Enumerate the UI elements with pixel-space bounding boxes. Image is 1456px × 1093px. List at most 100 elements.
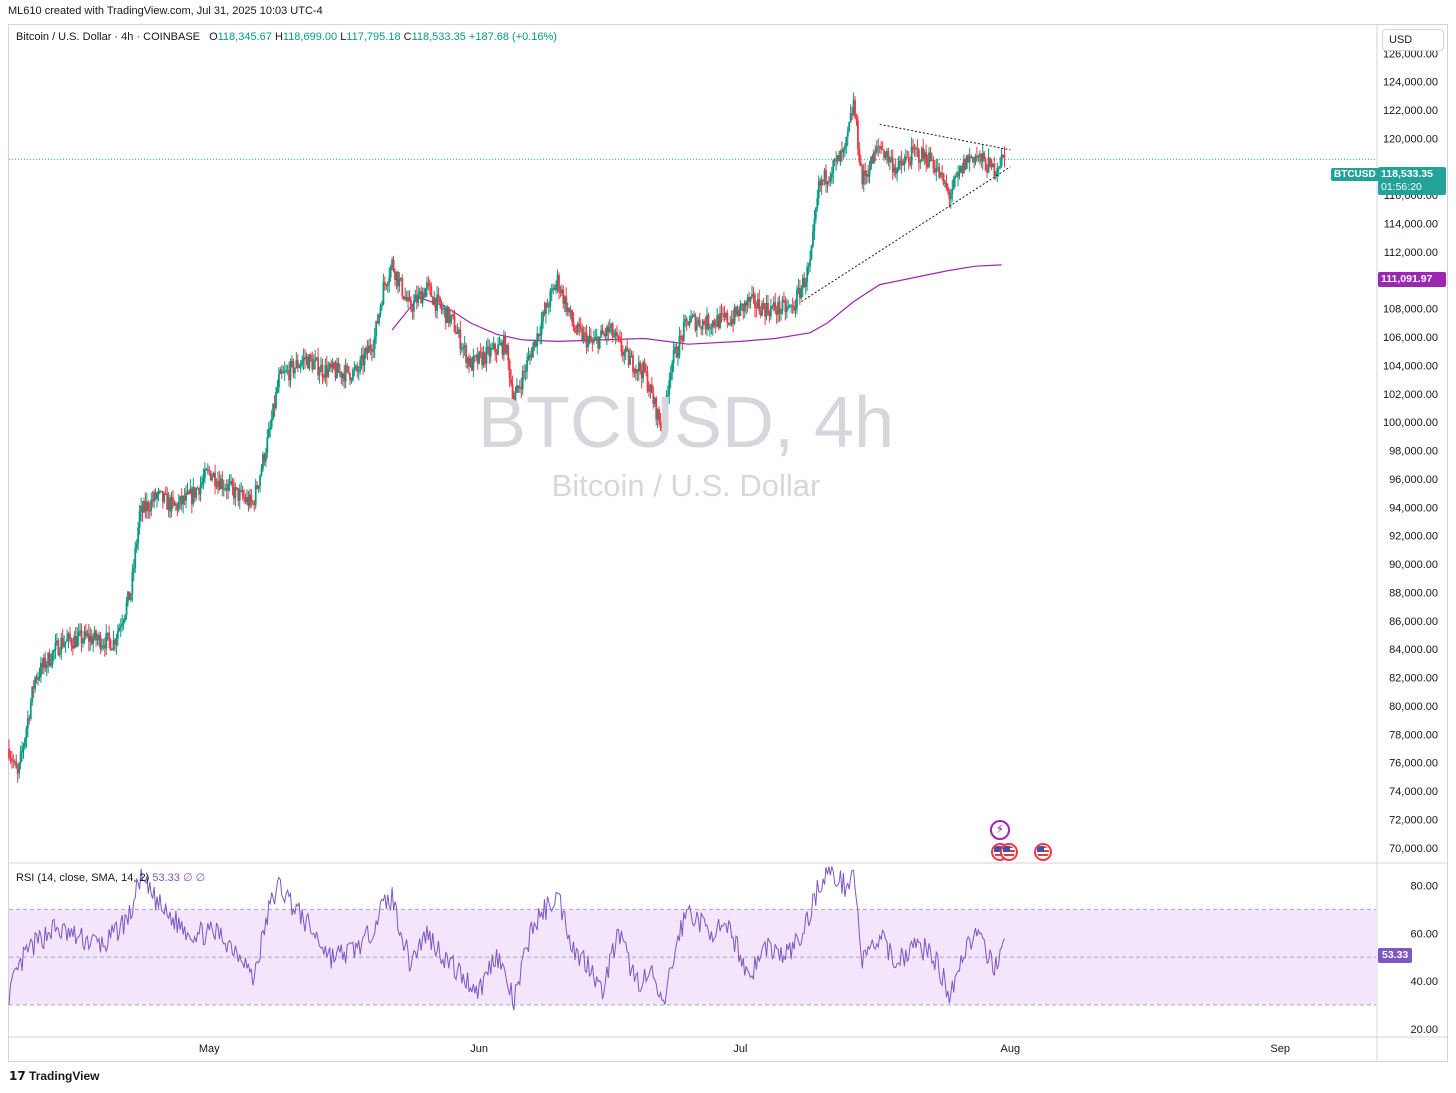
candle-body — [854, 100, 856, 118]
rsi-value-tag: 53.33 — [1378, 948, 1413, 963]
candle-body — [767, 303, 769, 312]
candle-body — [729, 322, 732, 325]
flash-event-icon[interactable]: ⚡ — [990, 820, 1010, 840]
legend-header[interactable]: Bitcoin / U.S. Dollar · 4h · COINBASE O1… — [16, 31, 557, 43]
candle-body — [288, 370, 290, 381]
rsi-title[interactable]: RSI (14, close, SMA, 14, 2) — [16, 872, 150, 884]
candle-body — [301, 360, 304, 365]
candle-body — [771, 306, 774, 308]
candle-body — [159, 490, 161, 492]
candle-body — [278, 373, 280, 388]
us-flag-event-icon[interactable] — [1034, 843, 1052, 861]
candle-body — [192, 487, 195, 504]
bar-countdown: 01:56:20 — [1381, 181, 1422, 193]
candle-body — [119, 626, 122, 628]
candle-body — [894, 167, 897, 174]
candle-body — [54, 642, 57, 651]
candle-body — [378, 313, 380, 324]
candle-body — [521, 371, 524, 390]
rsi-tick-label: 60.00 — [1410, 928, 1438, 940]
candle-body — [645, 371, 647, 373]
candle-body — [116, 631, 119, 639]
candle-body — [986, 170, 988, 173]
symbol-description[interactable]: Bitcoin / U.S. Dollar · 4h · COINBASE — [16, 31, 200, 43]
candle-body — [421, 292, 424, 304]
candle-body — [494, 343, 497, 353]
candle-body — [957, 171, 959, 177]
candle-body — [292, 360, 295, 374]
candle-body — [291, 360, 293, 362]
candle-body — [206, 469, 209, 471]
candle-body — [981, 152, 984, 162]
candle-body — [632, 355, 634, 372]
candle-body — [188, 491, 190, 494]
candle-body — [556, 274, 559, 285]
candle-body — [962, 159, 965, 173]
candle-body — [397, 271, 399, 287]
candle-body — [974, 156, 977, 163]
candle-body — [394, 270, 396, 280]
candle-body — [655, 398, 658, 420]
us-flag-event-icon[interactable] — [1000, 843, 1018, 861]
candle-body — [571, 310, 573, 322]
candle-body — [690, 316, 692, 323]
candle-body — [404, 297, 407, 300]
candle-body — [711, 320, 714, 328]
candle-body — [605, 326, 608, 336]
time-tick-label: May — [199, 1043, 220, 1055]
candle-body — [124, 615, 126, 621]
candle-body — [15, 761, 18, 769]
candle-body — [637, 362, 640, 372]
price-tick-label: 98,000.00 — [1389, 446, 1438, 458]
candle-body — [929, 152, 932, 161]
candle-body — [64, 641, 67, 644]
candle-body — [938, 167, 941, 178]
candle-body — [453, 316, 456, 332]
candle-body — [115, 638, 118, 645]
candle-body — [402, 295, 405, 300]
candle-body — [330, 363, 333, 368]
price-tick-label: 102,000.00 — [1383, 389, 1438, 401]
candle-body — [569, 310, 572, 313]
candle-body — [331, 362, 334, 368]
candle-body — [643, 362, 646, 372]
candle-body — [601, 330, 604, 335]
candle-body — [666, 394, 669, 397]
candle-body — [739, 304, 742, 316]
candle-body — [978, 154, 981, 156]
candle-body — [98, 635, 100, 640]
candle-body — [254, 485, 257, 506]
candle-body — [304, 357, 306, 360]
candle-body — [944, 182, 946, 184]
last-price-value: 118,533.35 — [1381, 168, 1433, 180]
candle-body — [706, 314, 708, 330]
candle-body — [530, 354, 533, 358]
candle-body — [428, 283, 431, 287]
candle-body — [534, 339, 537, 347]
candle-body — [523, 371, 526, 373]
candle-body — [125, 602, 128, 616]
candle-body — [222, 488, 225, 490]
candle-body — [736, 310, 739, 315]
candle-body — [77, 632, 80, 637]
candle-body — [272, 403, 275, 420]
high-value: 118,699.00 — [282, 31, 338, 43]
candle-body — [166, 493, 169, 510]
candle-body — [687, 321, 690, 326]
candle-body — [460, 348, 463, 350]
candle-body — [903, 160, 906, 166]
candle-body — [209, 471, 212, 481]
candle-body — [343, 373, 346, 382]
candle-body — [230, 480, 232, 483]
candle-body — [108, 632, 111, 640]
price-tick-label: 126,000.00 — [1383, 48, 1438, 60]
rsi-legend[interactable]: RSI (14, close, SMA, 14, 2) 53.33 ∅ ∅ — [16, 871, 205, 884]
candle-body — [783, 299, 785, 301]
low-value: 117,795.18 — [346, 31, 401, 43]
candle-body — [29, 702, 32, 719]
candle-body — [444, 308, 447, 324]
candle-body — [774, 302, 777, 311]
currency-selector[interactable]: USD — [1382, 29, 1444, 51]
candle-body — [248, 494, 251, 507]
